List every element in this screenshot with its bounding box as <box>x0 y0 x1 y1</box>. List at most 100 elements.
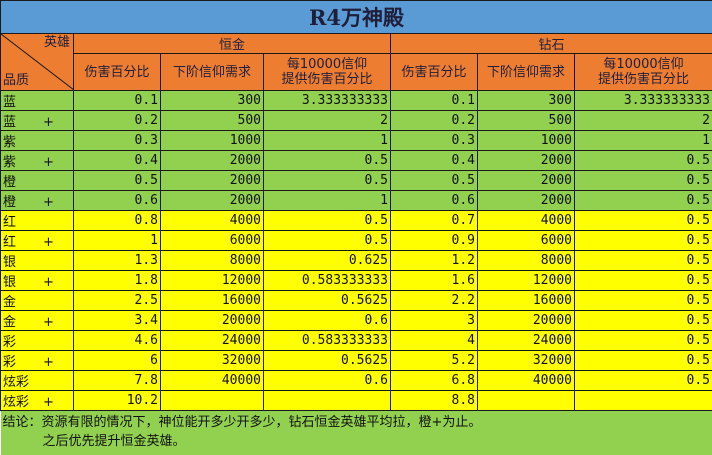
value-cell[interactable]: 300 <box>161 91 264 111</box>
value-cell[interactable] <box>478 391 575 411</box>
value-cell[interactable]: 1000 <box>478 131 575 151</box>
col-header-damage[interactable]: 伤害百分比 <box>391 54 478 91</box>
value-cell[interactable]: 0.5 <box>575 151 712 171</box>
quality-cell[interactable]: 银+ <box>1 271 74 291</box>
quality-cell[interactable]: 蓝+ <box>1 111 74 131</box>
value-cell[interactable]: 0.5 <box>575 231 712 251</box>
quality-cell[interactable]: 紫+ <box>1 151 74 171</box>
value-cell[interactable]: 2.5 <box>74 291 161 311</box>
value-cell[interactable]: 3.4 <box>74 311 161 331</box>
value-cell[interactable]: 1 <box>74 231 161 251</box>
value-cell[interactable]: 0.625 <box>264 251 391 271</box>
value-cell[interactable]: 2000 <box>478 151 575 171</box>
quality-cell[interactable]: 彩+ <box>1 351 74 371</box>
quality-cell[interactable]: 红 <box>1 211 74 231</box>
value-cell[interactable]: 1.8 <box>74 271 161 291</box>
value-cell[interactable]: 2000 <box>478 191 575 211</box>
quality-cell[interactable]: 金 <box>1 291 74 311</box>
value-cell[interactable]: 2000 <box>161 171 264 191</box>
value-cell[interactable]: 0.5 <box>575 291 712 311</box>
value-cell[interactable]: 24000 <box>161 331 264 351</box>
quality-cell[interactable]: 橙 <box>1 171 74 191</box>
value-cell[interactable]: 40000 <box>161 371 264 391</box>
value-cell[interactable]: 500 <box>478 111 575 131</box>
value-cell[interactable]: 1.6 <box>391 271 478 291</box>
value-cell[interactable]: 0.5 <box>575 171 712 191</box>
value-cell[interactable]: 0.5 <box>74 171 161 191</box>
value-cell[interactable]: 0.6 <box>264 371 391 391</box>
value-cell[interactable]: 6000 <box>161 231 264 251</box>
value-cell[interactable]: 0.5 <box>575 311 712 331</box>
value-cell[interactable]: 0.2 <box>74 111 161 131</box>
value-cell[interactable]: 4000 <box>478 211 575 231</box>
value-cell[interactable]: 0.1 <box>74 91 161 111</box>
value-cell[interactable]: 0.4 <box>391 151 478 171</box>
value-cell[interactable]: 1 <box>575 131 712 151</box>
value-cell[interactable]: 300 <box>478 91 575 111</box>
group-header-zuanshi[interactable]: 钻石 <box>391 34 712 54</box>
value-cell[interactable]: 4000 <box>161 211 264 231</box>
value-cell[interactable]: 500 <box>161 111 264 131</box>
value-cell[interactable]: 0.5 <box>391 171 478 191</box>
col-header-faith-req[interactable]: 下阶信仰需求 <box>161 54 264 91</box>
value-cell[interactable]: 0.5625 <box>264 351 391 371</box>
quality-cell[interactable]: 金+ <box>1 311 74 331</box>
value-cell[interactable]: 0.5 <box>264 231 391 251</box>
value-cell[interactable]: 40000 <box>478 371 575 391</box>
value-cell[interactable]: 6000 <box>478 231 575 251</box>
value-cell[interactable]: 0.1 <box>391 91 478 111</box>
conclusion-cell[interactable]: 结论：资源有限的情况下，神位能开多少开多少，钻石恒金英雄平均拉，橙+为止。之后优… <box>1 411 712 455</box>
value-cell[interactable]: 2000 <box>161 191 264 211</box>
value-cell[interactable]: 20000 <box>478 311 575 331</box>
quality-cell[interactable]: 彩 <box>1 331 74 351</box>
value-cell[interactable]: 0.3 <box>391 131 478 151</box>
value-cell[interactable]: 0.4 <box>74 151 161 171</box>
value-cell[interactable] <box>264 391 391 411</box>
value-cell[interactable]: 4.6 <box>74 331 161 351</box>
value-cell[interactable]: 0.8 <box>74 211 161 231</box>
value-cell[interactable] <box>575 391 712 411</box>
value-cell[interactable]: 0.583333333 <box>264 331 391 351</box>
value-cell[interactable]: 0.5 <box>264 211 391 231</box>
quality-cell[interactable]: 炫彩 <box>1 371 74 391</box>
value-cell[interactable]: 0.5 <box>575 191 712 211</box>
value-cell[interactable]: 0.6 <box>264 311 391 331</box>
value-cell[interactable]: 0.6 <box>391 191 478 211</box>
value-cell[interactable]: 0.6 <box>74 191 161 211</box>
value-cell[interactable]: 0.3 <box>74 131 161 151</box>
value-cell[interactable]: 0.7 <box>391 211 478 231</box>
value-cell[interactable]: 3 <box>391 311 478 331</box>
value-cell[interactable]: 8000 <box>478 251 575 271</box>
value-cell[interactable]: 1.2 <box>391 251 478 271</box>
value-cell[interactable]: 0.5 <box>575 211 712 231</box>
value-cell[interactable]: 10.2 <box>74 391 161 411</box>
value-cell[interactable]: 12000 <box>478 271 575 291</box>
value-cell[interactable]: 32000 <box>161 351 264 371</box>
quality-cell[interactable]: 紫 <box>1 131 74 151</box>
value-cell[interactable]: 0.5 <box>264 151 391 171</box>
value-cell[interactable]: 2000 <box>478 171 575 191</box>
quality-cell[interactable]: 橙+ <box>1 191 74 211</box>
value-cell[interactable]: 7.8 <box>74 371 161 391</box>
value-cell[interactable]: 1 <box>264 191 391 211</box>
value-cell[interactable]: 6.8 <box>391 371 478 391</box>
value-cell[interactable]: 20000 <box>161 311 264 331</box>
value-cell[interactable] <box>161 391 264 411</box>
col-header-per-10000[interactable]: 每10000信仰提供伤害百分比 <box>264 54 391 91</box>
group-header-henjin[interactable]: 恒金 <box>74 34 391 54</box>
value-cell[interactable]: 0.5 <box>575 351 712 371</box>
value-cell[interactable]: 12000 <box>161 271 264 291</box>
sheet-title[interactable]: R4万神殿 <box>1 1 712 34</box>
col-header-faith-req[interactable]: 下阶信仰需求 <box>478 54 575 91</box>
value-cell[interactable]: 0.9 <box>391 231 478 251</box>
value-cell[interactable]: 4 <box>391 331 478 351</box>
col-header-per-10000[interactable]: 每10000信仰提供伤害百分比 <box>575 54 712 91</box>
quality-cell[interactable]: 红+ <box>1 231 74 251</box>
quality-cell[interactable]: 蓝 <box>1 91 74 111</box>
quality-cell[interactable]: 炫彩+ <box>1 391 74 411</box>
value-cell[interactable]: 24000 <box>478 331 575 351</box>
value-cell[interactable]: 0.5 <box>575 251 712 271</box>
value-cell[interactable]: 2 <box>575 111 712 131</box>
value-cell[interactable]: 0.2 <box>391 111 478 131</box>
value-cell[interactable]: 32000 <box>478 351 575 371</box>
